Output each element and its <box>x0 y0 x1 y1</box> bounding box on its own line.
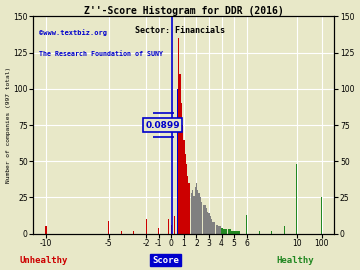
Bar <box>197 190 198 234</box>
Bar <box>108 221 109 234</box>
Bar <box>192 190 193 234</box>
Bar <box>212 222 213 234</box>
Bar <box>233 231 235 234</box>
Bar <box>158 228 159 234</box>
Bar <box>199 197 201 234</box>
Bar <box>232 231 233 234</box>
Bar <box>220 227 221 234</box>
Bar <box>206 208 207 234</box>
Bar <box>133 231 134 234</box>
Bar <box>194 187 196 234</box>
Bar <box>211 219 212 234</box>
Bar <box>193 196 194 234</box>
Bar <box>230 229 231 234</box>
Text: Unhealthy: Unhealthy <box>19 256 67 265</box>
Bar <box>183 140 185 234</box>
Bar <box>177 89 178 234</box>
Bar <box>226 229 227 234</box>
Text: Score: Score <box>152 256 179 265</box>
Bar <box>186 164 187 234</box>
Text: Healthy: Healthy <box>276 256 314 265</box>
Bar <box>246 215 247 234</box>
Bar <box>228 229 230 234</box>
Bar <box>121 231 122 234</box>
Title: Z''-Score Histogram for DDR (2016): Z''-Score Histogram for DDR (2016) <box>84 6 284 16</box>
Bar <box>219 227 220 234</box>
Bar <box>185 154 186 234</box>
Bar <box>174 216 175 234</box>
Bar <box>284 227 285 234</box>
Bar <box>224 229 225 234</box>
Bar <box>222 228 224 234</box>
Bar <box>188 183 189 234</box>
Bar <box>196 183 197 234</box>
Bar <box>210 216 211 234</box>
Bar <box>208 213 210 234</box>
Bar <box>168 219 169 234</box>
Bar <box>271 231 272 234</box>
Bar <box>181 103 182 234</box>
Bar <box>45 227 46 234</box>
Bar <box>217 225 219 234</box>
Text: ©www.textbiz.org: ©www.textbiz.org <box>39 29 107 36</box>
Bar <box>180 74 181 234</box>
Text: 0.0899: 0.0899 <box>145 120 180 130</box>
Bar <box>198 193 199 234</box>
Bar <box>201 202 202 234</box>
Bar <box>238 231 240 234</box>
Bar <box>204 205 206 234</box>
Y-axis label: Number of companies (997 total): Number of companies (997 total) <box>5 67 10 183</box>
Bar <box>231 231 232 234</box>
Bar <box>296 164 297 234</box>
Bar <box>258 231 260 234</box>
Bar <box>187 176 188 234</box>
Bar <box>221 228 222 234</box>
Bar <box>191 193 192 234</box>
Bar <box>171 225 172 234</box>
Bar <box>203 205 204 234</box>
Bar <box>235 231 236 234</box>
Bar <box>236 231 237 234</box>
Bar <box>182 125 183 234</box>
Bar <box>207 212 208 234</box>
Bar <box>178 38 180 234</box>
Bar <box>213 222 215 234</box>
Text: The Research Foundation of SUNY: The Research Foundation of SUNY <box>39 51 163 57</box>
Text: Sector: Financials: Sector: Financials <box>135 26 225 35</box>
Bar <box>146 219 147 234</box>
Bar <box>321 197 323 234</box>
Bar <box>216 225 217 234</box>
Bar <box>237 231 238 234</box>
Bar <box>225 229 226 234</box>
